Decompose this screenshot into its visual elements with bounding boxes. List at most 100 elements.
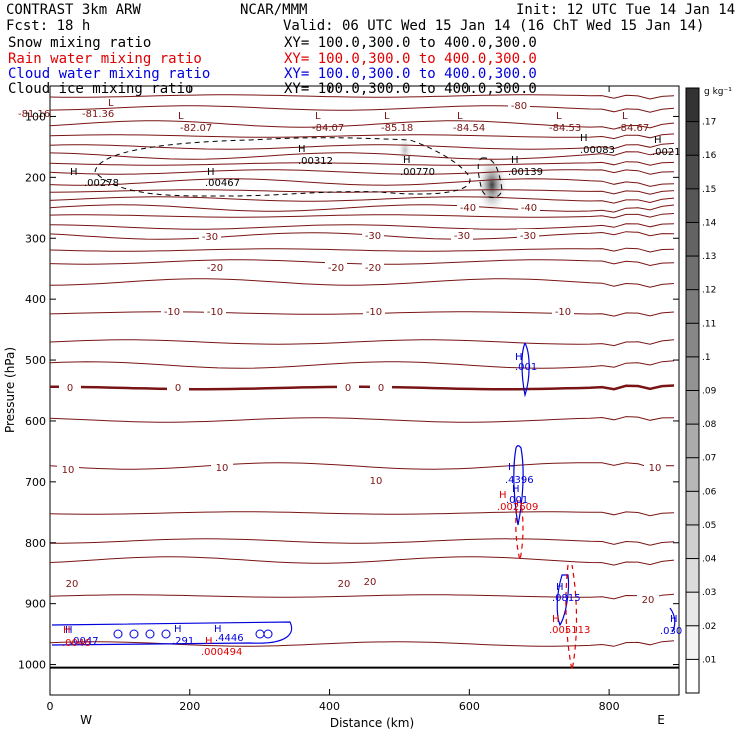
y-tick-label: 300 [25, 232, 46, 245]
cloud-water-contour [263, 629, 273, 639]
low-marker: L [622, 111, 628, 122]
low-value-label: -84.54 [453, 123, 485, 134]
low-value-label: -84.53 [549, 123, 581, 134]
colorbar-level-label: .04 [702, 555, 717, 565]
contour-label-bg [451, 229, 473, 241]
y-tick-label: 900 [25, 598, 46, 611]
x-tick-label: 600 [459, 700, 480, 713]
org-label: NCAR/MMM [240, 2, 307, 18]
high-marker: H [403, 155, 411, 166]
contour-label-bg [167, 381, 189, 393]
temperature-contour-label: -20 [328, 263, 344, 274]
colorbar-swatch [686, 625, 699, 660]
cloud-water-contour [255, 629, 265, 639]
temperature-contour-label: -10 [366, 307, 382, 318]
temperature-contour-label: -30 [454, 231, 470, 242]
contour-label-bg [59, 381, 81, 393]
temperature-contour [49, 593, 675, 600]
colorbar-swatch [686, 188, 699, 223]
contour-label-bg [362, 261, 384, 273]
x-tick-label: 200 [179, 700, 200, 713]
cloud-water-contour [51, 621, 293, 646]
cloud-water-max-label: .0815 [552, 593, 581, 604]
temperature-contour-label: -20 [365, 263, 381, 274]
low-value-label: -81.36 [82, 109, 114, 120]
temperature-contour-label: -30 [365, 231, 381, 242]
east-endpoint-label: E [657, 713, 665, 727]
colorbar-units: g kg⁻¹ [704, 87, 732, 97]
init-time: Init: 12 UTC Tue 14 Jan 14 [516, 2, 735, 18]
rain-contour [515, 499, 524, 561]
high-marker: H [174, 624, 182, 635]
y-tick-label: 500 [25, 354, 46, 367]
low-marker: L [384, 111, 390, 122]
low-value-label: -82.07 [180, 123, 212, 134]
cloud-ice-contour [477, 157, 503, 198]
high-marker: H [298, 144, 306, 155]
high-marker: H [511, 155, 519, 166]
colorbar-level-label: .07 [702, 454, 716, 464]
cloud-water-max-label: .291 [172, 636, 194, 647]
cloud-water-contour [513, 445, 524, 526]
temperature-contour [49, 247, 675, 253]
high-marker: H [556, 582, 564, 593]
colorbar-level-label: .09 [702, 387, 717, 397]
colorbar-level-label: .12 [702, 286, 716, 296]
contour-label-bg [517, 229, 539, 241]
contour-label-bg [199, 230, 221, 242]
field-name-rain: Rain water mixing ratio [8, 51, 202, 67]
colorbar-level-label: .15 [702, 185, 716, 195]
high-marker: H [63, 625, 71, 636]
high-marker: H [65, 625, 73, 636]
low-value-label: -85.18 [381, 123, 413, 134]
high-marker: H [580, 133, 588, 144]
temperature-contour [49, 120, 675, 130]
x-axis-label: Distance (km) [330, 716, 414, 730]
field-name-cloud-water: Cloud water mixing ratio [8, 66, 210, 82]
colorbar-swatch [686, 558, 699, 593]
temperature-contour [49, 462, 675, 470]
rain-max-label: .0046 [62, 638, 91, 649]
colorbar-level-label: .1 [702, 353, 711, 363]
high-marker: H [670, 614, 678, 625]
ice-max-label: .00770 [400, 167, 435, 178]
colorbar: .01 .02 .03 .04 .05 .06 .07 .08 .09 .1 .11 .12 .13 .1… [685, 87, 717, 694]
cloud-water-contour [669, 607, 676, 633]
field-name-cloud-ice: Cloud ice mixing ratio [8, 81, 193, 97]
colorbar-level-label: .06 [702, 487, 717, 497]
temperature-contour [49, 189, 675, 195]
model-title: CONTRAST 3km ARW [6, 2, 141, 18]
temperature-contour [49, 94, 675, 100]
temperature-contour-label: -10 [164, 307, 180, 318]
high-marker: H [508, 462, 516, 473]
cloud-water-max-label: .4446 [215, 633, 244, 644]
x-tick-label: 400 [319, 700, 340, 713]
cloud-water-max-label: .001 [515, 362, 537, 373]
temperature-contour-label: 0 [67, 383, 73, 394]
high-marker: H [552, 614, 560, 625]
colorbar-swatch [686, 424, 699, 459]
cloud-water-max-label: .4396 [505, 475, 534, 486]
temperature-contour-label: 20 [642, 595, 655, 606]
plot-area: -80 -40 -40 -30 -30 -30 -30 -20 -20 -20 -10 -10 -10 -… [18, 94, 682, 671]
high-marker: H [214, 624, 222, 635]
contour-label-bg [518, 201, 540, 213]
contour-label-bg [457, 201, 479, 213]
temperature-contour-label: 20 [338, 579, 351, 590]
rain-contour [565, 564, 578, 671]
temperature-contour-label: -40 [460, 203, 476, 214]
temperature-contour-label: -80 [511, 101, 527, 112]
colorbar-swatch [686, 155, 699, 190]
colorbar-level-label: .17 [702, 118, 716, 128]
field-xy-rain: XY= 100.0,300.0 to 400.0,300.0 [284, 51, 537, 67]
temperature-contour [49, 204, 675, 213]
temperature-contour [49, 213, 675, 219]
contour-label-bg [363, 305, 385, 317]
y-tick-label: 100 [25, 110, 46, 123]
contour-label-bg [161, 305, 183, 317]
colorbar-swatch [686, 356, 699, 391]
contour-label-bg [57, 463, 79, 475]
west-endpoint-label: W [80, 713, 92, 727]
contour-label-bg [370, 381, 392, 393]
